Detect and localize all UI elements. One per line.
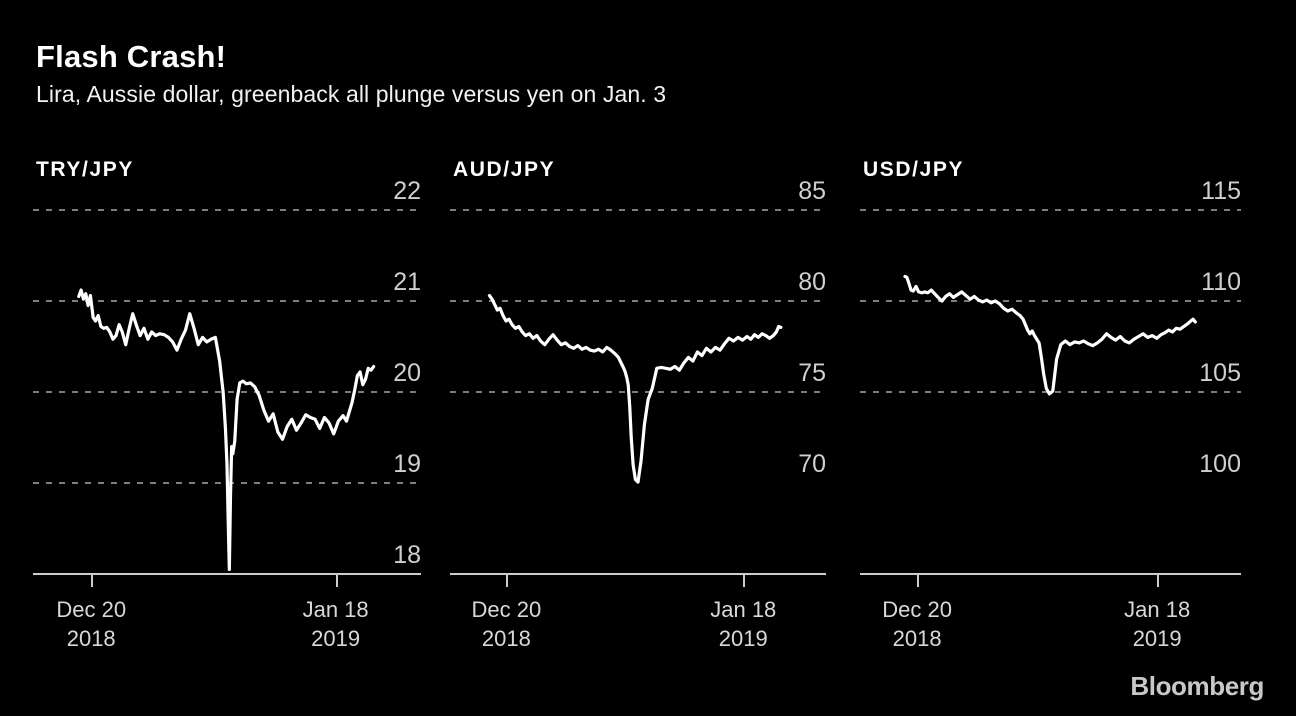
plot-area [450,148,826,573]
y-axis-tick-label: 80 [798,268,826,296]
x-axis-tick [917,575,920,587]
y-axis-tick-label: 21 [393,268,421,296]
x-axis-line [860,573,1241,575]
plot-area [33,148,421,573]
plot-area [860,148,1241,573]
y-axis-tick-label: 105 [1199,359,1241,387]
x-axis-year: 2019 [718,626,768,651]
x-axis-tick [506,575,509,587]
panel-title: AUD/JPY [453,158,556,181]
y-axis-tick-label: 18 [393,541,421,569]
x-axis-tick-label: Jan 18 2019 [668,595,818,653]
y-axis-tick-label: 19 [393,450,421,478]
y-axis-labels: 85 80 75 70 [756,148,826,573]
chart-panel-usd-jpy: USD/JPY 115 110 105 100 Dec 20 2018 Jan 18 2019 [860,148,1241,678]
y-axis-tick-label: 20 [393,359,421,387]
y-axis-tick-label: 22 [393,177,421,205]
x-axis-year: 2019 [311,626,361,651]
x-axis-tick [1157,575,1160,587]
x-axis-year: 2019 [1132,626,1182,651]
x-axis-tick-label: Jan 18 2019 [1082,595,1232,653]
x-axis-year: 2018 [892,626,942,651]
page-title: Flash Crash! [36,39,227,74]
bloomberg-logo: Bloomberg [1130,671,1264,701]
chart-panel-aud-jpy: AUD/JPY 85 80 75 70 Dec 20 2018 Jan 18 2019 [450,148,826,678]
x-axis-date: Jan 18 [302,597,369,622]
x-axis-tick [335,575,338,587]
x-axis-tick-label: Dec 20 2018 [842,595,992,653]
x-axis-line [450,573,826,575]
x-axis-date: Dec 20 [56,597,127,622]
x-axis-tick-label: Jan 18 2019 [261,595,411,653]
series-line [487,293,783,484]
chart-panel-try-jpy: TRY/JPY 22 21 20 19 18 Dec 20 2018 Jan 18 2019 [33,148,421,678]
x-axis-date: Dec 20 [882,597,953,622]
y-axis-tick-label: 70 [798,450,826,478]
page-subtitle: Lira, Aussie dollar, greenback all plung… [36,81,667,107]
chart-header: Flash Crash! Lira, Aussie dollar, greenb… [36,38,1256,110]
x-axis-tick [743,575,746,587]
x-axis-tick-label: Dec 20 2018 [431,595,581,653]
panel-title: USD/JPY [863,158,965,181]
y-axis-labels: 22 21 20 19 18 [351,148,421,573]
chart-panel-group: TRY/JPY 22 21 20 19 18 Dec 20 2018 Jan 18 2019 AUD… [0,148,1296,678]
panel-title: TRY/JPY [36,158,134,181]
x-axis-year: 2018 [481,626,531,651]
x-axis-date: Dec 20 [471,597,542,622]
x-axis-date: Jan 18 [710,597,777,622]
series-line [77,288,376,572]
y-axis-labels: 115 110 105 100 [1171,148,1241,573]
series-line [903,274,1197,396]
x-axis-date: Jan 18 [1124,597,1191,622]
x-axis-year: 2018 [66,626,116,651]
y-axis-tick-label: 75 [798,359,826,387]
y-axis-tick-label: 85 [798,177,826,205]
x-axis-tick [91,575,94,587]
x-axis-line [33,573,421,575]
y-axis-tick-label: 100 [1199,450,1241,478]
x-axis-tick-label: Dec 20 2018 [16,595,166,653]
y-axis-tick-label: 110 [1201,268,1241,296]
y-axis-tick-label: 115 [1201,177,1241,205]
